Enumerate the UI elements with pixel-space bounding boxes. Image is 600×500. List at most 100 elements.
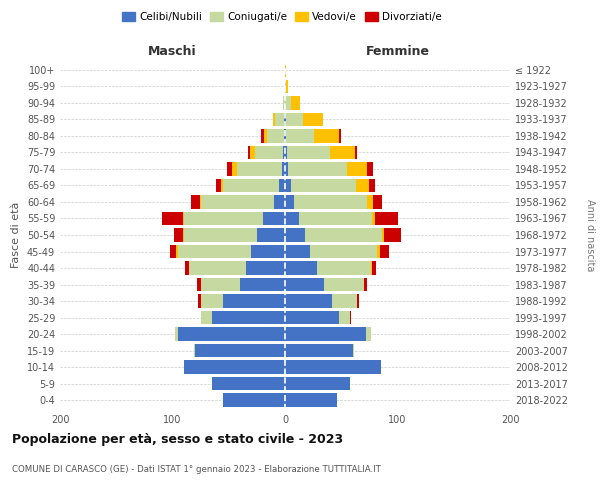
Bar [263,212,285,225]
Text: Femmine: Femmine [365,44,430,58]
Bar [303,113,323,126]
Bar [375,212,398,225]
Bar [227,162,232,175]
Bar [240,278,285,291]
Bar [287,146,330,159]
Bar [248,146,250,159]
Bar [197,278,200,291]
Bar [236,162,281,175]
Bar [285,179,290,192]
Bar [332,294,357,308]
Bar [367,162,373,175]
Bar [290,96,299,110]
Bar [184,228,257,241]
Bar [285,245,310,258]
Bar [284,113,285,126]
Bar [223,294,285,308]
Bar [232,162,236,175]
Bar [199,196,200,208]
Bar [339,130,341,142]
Bar [275,113,284,126]
Bar [285,394,337,406]
Bar [223,179,280,192]
Bar [185,262,190,274]
Bar [370,179,375,192]
Bar [373,196,382,208]
Bar [355,146,357,159]
Bar [254,146,283,159]
Bar [257,228,285,241]
Bar [263,130,267,142]
Bar [182,228,184,241]
Bar [371,262,376,274]
Bar [380,245,389,258]
Bar [280,179,285,192]
Bar [286,113,303,126]
Bar [384,228,401,241]
Bar [356,179,370,192]
Bar [285,80,286,93]
Bar [284,130,285,142]
Bar [212,311,285,324]
Bar [285,162,289,175]
Bar [217,179,221,192]
Bar [350,311,352,324]
Bar [170,245,176,258]
Bar [245,262,285,274]
Bar [285,113,286,126]
Bar [286,80,289,93]
Bar [285,146,287,159]
Text: Popolazione per età, sesso e stato civile - 2023: Popolazione per età, sesso e stato civil… [12,432,343,446]
Bar [347,162,367,175]
Bar [178,245,251,258]
Bar [285,228,305,241]
Bar [317,262,371,274]
Bar [184,212,263,225]
Bar [173,228,182,241]
Bar [364,278,367,291]
Bar [357,294,359,308]
Bar [285,294,332,308]
Bar [281,162,285,175]
Bar [223,394,285,406]
Bar [250,146,254,159]
Bar [200,294,223,308]
Bar [199,294,200,308]
Y-axis label: Anni di nascita: Anni di nascita [584,199,595,271]
Bar [283,96,285,110]
Bar [339,311,350,324]
Text: COMUNE DI CARASCO (GE) - Dati ISTAT 1° gennaio 2023 - Elaborazione TUTTITALIA.IT: COMUNE DI CARASCO (GE) - Dati ISTAT 1° g… [12,466,381,474]
Bar [285,212,299,225]
Bar [184,360,285,374]
Bar [200,196,274,208]
Bar [285,130,286,142]
Bar [212,377,285,390]
Bar [299,212,371,225]
Bar [285,196,294,208]
Bar [163,212,182,225]
Bar [274,196,285,208]
Bar [285,328,366,340]
Bar [310,245,377,258]
Bar [314,130,339,142]
Bar [294,196,367,208]
Bar [190,262,245,274]
Bar [221,179,223,192]
Bar [176,245,178,258]
Bar [272,113,275,126]
Bar [285,360,380,374]
Bar [285,262,317,274]
Y-axis label: Fasce di età: Fasce di età [11,202,21,268]
Bar [285,377,350,390]
Bar [371,212,375,225]
Bar [267,130,284,142]
Bar [325,278,364,291]
Bar [283,146,285,159]
Bar [366,328,371,340]
Bar [178,328,285,340]
Bar [195,344,285,357]
Bar [285,278,325,291]
Bar [305,228,382,241]
Bar [377,245,380,258]
Bar [285,64,286,76]
